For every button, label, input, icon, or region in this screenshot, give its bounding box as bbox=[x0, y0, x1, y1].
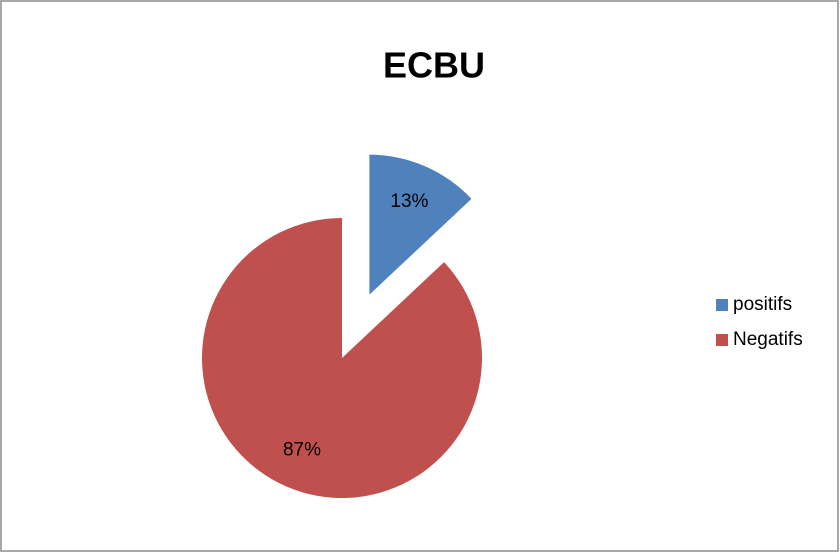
pie-slice bbox=[369, 154, 472, 295]
pie-slice bbox=[202, 218, 483, 498]
legend-label: Negatifs bbox=[733, 329, 803, 350]
legend-label: positifs bbox=[733, 294, 792, 315]
data-label: 13% bbox=[390, 191, 428, 212]
chart-title: ECBU bbox=[383, 45, 485, 86]
legend-swatch bbox=[716, 334, 728, 346]
legend-swatch bbox=[716, 299, 728, 311]
data-label: 87% bbox=[283, 440, 321, 461]
